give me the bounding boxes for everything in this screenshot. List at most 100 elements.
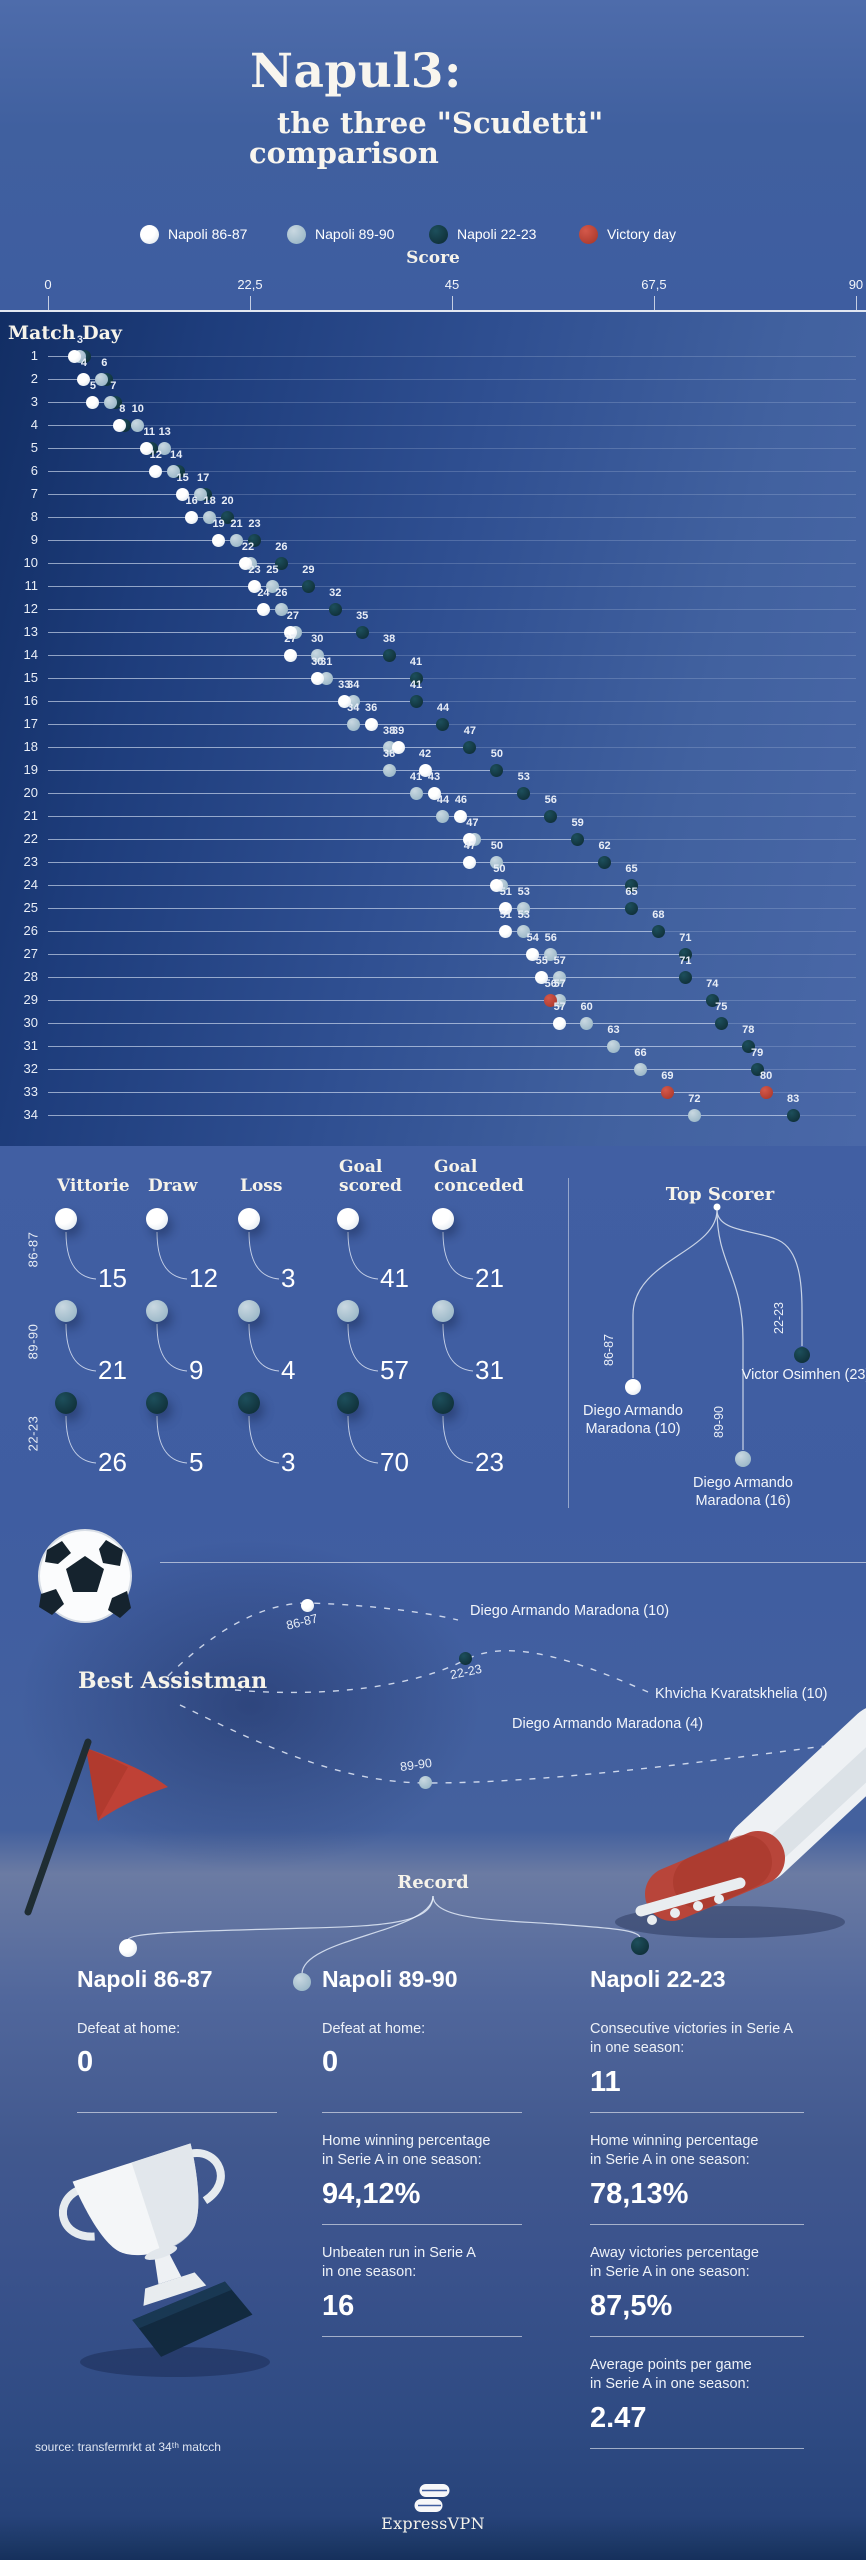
- assist-player: Khvicha Kvaratskhelia (10): [655, 1686, 828, 1702]
- chart-point-label: 35: [356, 610, 369, 622]
- matchday-label: 4: [30, 417, 38, 432]
- matchday-label: 28: [23, 969, 38, 984]
- chart-dot-l: [517, 924, 531, 938]
- chart-point-label: 41: [409, 679, 423, 691]
- chart-row-line: [48, 356, 856, 357]
- matchday-label: 19: [23, 762, 38, 777]
- chart-point-label: 69: [661, 1070, 674, 1082]
- record-stat-label: Defeat at home:: [322, 2021, 426, 2037]
- chart-dot-l: [274, 602, 288, 616]
- matchday-label: 18: [23, 739, 38, 754]
- chart-dot-l: [517, 901, 531, 915]
- chart-point-label: 23: [248, 564, 261, 576]
- chart-row-line-left: [48, 356, 75, 357]
- chart-point-label: 14: [170, 449, 183, 461]
- chart-point-label: 47: [463, 840, 477, 852]
- table-header-4: Goal conceded: [434, 1156, 524, 1197]
- chart-dot-d: [625, 878, 638, 892]
- matchday-label: 30: [23, 1015, 38, 1030]
- record-dot-l: [293, 1973, 311, 1991]
- table-cell-curve: [156, 1231, 188, 1280]
- chart-point-label: 50: [493, 863, 506, 875]
- x-tick-label: 90: [848, 277, 864, 292]
- record-dot-w: [119, 1939, 137, 1957]
- table-ball-86-87: [238, 1208, 260, 1230]
- chart-point-label: 78: [742, 1024, 755, 1036]
- chart-dot-d: [571, 832, 585, 846]
- chart-row-line-left: [48, 586, 309, 587]
- chart-point-label: 20: [221, 495, 234, 507]
- chart-point-label: 23: [248, 518, 261, 530]
- chart-dot-w: [86, 395, 100, 409]
- matchday-label: 21: [23, 808, 38, 823]
- assist-dot-86-87: [300, 1598, 314, 1612]
- chart-point-label: 71: [679, 932, 692, 944]
- chart-point-label: 65: [625, 863, 638, 875]
- chart-dot-d: [436, 717, 450, 731]
- record-block: Defeat at home: 0: [322, 2020, 522, 2132]
- chart-point-label: 43: [427, 771, 441, 783]
- table-ball-22-23: [238, 1392, 260, 1414]
- chart-point-label: 75: [715, 1001, 728, 1013]
- table-cell-curve: [248, 1231, 280, 1280]
- matchday-label: 33: [23, 1084, 38, 1099]
- record-column-2: Napoli 22-23 Consecutive victories in Ser…: [590, 1966, 804, 2506]
- matchday-label: 20: [23, 785, 38, 800]
- chart-dot-d: [382, 648, 396, 662]
- table-cell-curve: [442, 1231, 474, 1280]
- chart-legend: Napoli 86-87 Napoli 89-90 Napoli 22-23 Vict…: [0, 224, 866, 246]
- chart-dot-w: [337, 694, 351, 708]
- chart-dot-l: [553, 993, 567, 1007]
- chart-row-line: [48, 609, 856, 610]
- chart-point-label: 51: [499, 909, 512, 921]
- matchday-label: 25: [23, 900, 38, 915]
- table-value: 5: [189, 1447, 204, 1477]
- chart-row-line: [48, 425, 856, 426]
- chart-dot-w: [391, 740, 405, 754]
- assist-player: Diego Armando Maradona (10): [470, 1603, 670, 1619]
- chart-dot-w: [238, 556, 252, 570]
- chart-row-line: [48, 494, 856, 495]
- chart-row-line: [48, 678, 856, 679]
- matchday-label: 16: [23, 693, 38, 708]
- matchday-label: 17: [23, 716, 38, 731]
- table-ball-89-90: [337, 1300, 359, 1322]
- chart-dot-l: [158, 441, 172, 455]
- record-block: Unbeaten run in Serie A in one season: 16: [322, 2244, 522, 2356]
- chart-dot-d: [490, 763, 504, 777]
- record-branch-lines: [127, 1895, 641, 1975]
- table-ball-86-87: [337, 1208, 359, 1230]
- section-divider-vertical: [568, 1178, 569, 1508]
- table-ball-22-23: [432, 1392, 454, 1414]
- top-scorer-dot-86-87: [625, 1379, 641, 1395]
- chart-point-label: 26: [275, 587, 288, 599]
- chart-row-line: [48, 402, 856, 403]
- record-divider: [590, 2112, 804, 2113]
- chart-dot-w: [490, 878, 504, 892]
- chart-dot-l: [203, 510, 217, 524]
- table-cell-curve: [65, 1415, 97, 1464]
- expressvpn-wordmark: ExpressVPN: [381, 2514, 485, 2533]
- chart-point-label: 30: [311, 656, 324, 668]
- chart-point-label: 63: [607, 1024, 620, 1036]
- record-stat-label: Home winning percentage in Serie A in on…: [322, 2133, 491, 2169]
- chart-point-label: 55: [535, 955, 548, 967]
- matchday-label: 9: [30, 532, 38, 547]
- record-block: Home winning percentage in Serie A in on…: [322, 2132, 522, 2244]
- chart-row-line: [48, 586, 856, 587]
- chart-dot-w: [364, 717, 378, 731]
- chart-row-line-left: [48, 402, 111, 403]
- table-row-label: 22-23: [25, 1415, 41, 1452]
- record-block: Home winning percentage in Serie A in on…: [590, 2132, 804, 2244]
- matchday-label: 11: [24, 578, 39, 593]
- matchday-label: 34: [23, 1107, 38, 1122]
- legend-label: Napoli 22-23: [457, 226, 537, 242]
- record-stat-label: Unbeaten run in Serie A in one season:: [322, 2245, 476, 2281]
- chart-row-line-left: [48, 379, 102, 380]
- legend-item-w: Napoli 86-87: [140, 224, 247, 244]
- assist-player: Diego Armando Maradona (4): [512, 1716, 704, 1732]
- table-value: 4: [281, 1355, 296, 1385]
- x-tick-mark: [48, 296, 49, 310]
- record-title: Record: [397, 1872, 469, 1893]
